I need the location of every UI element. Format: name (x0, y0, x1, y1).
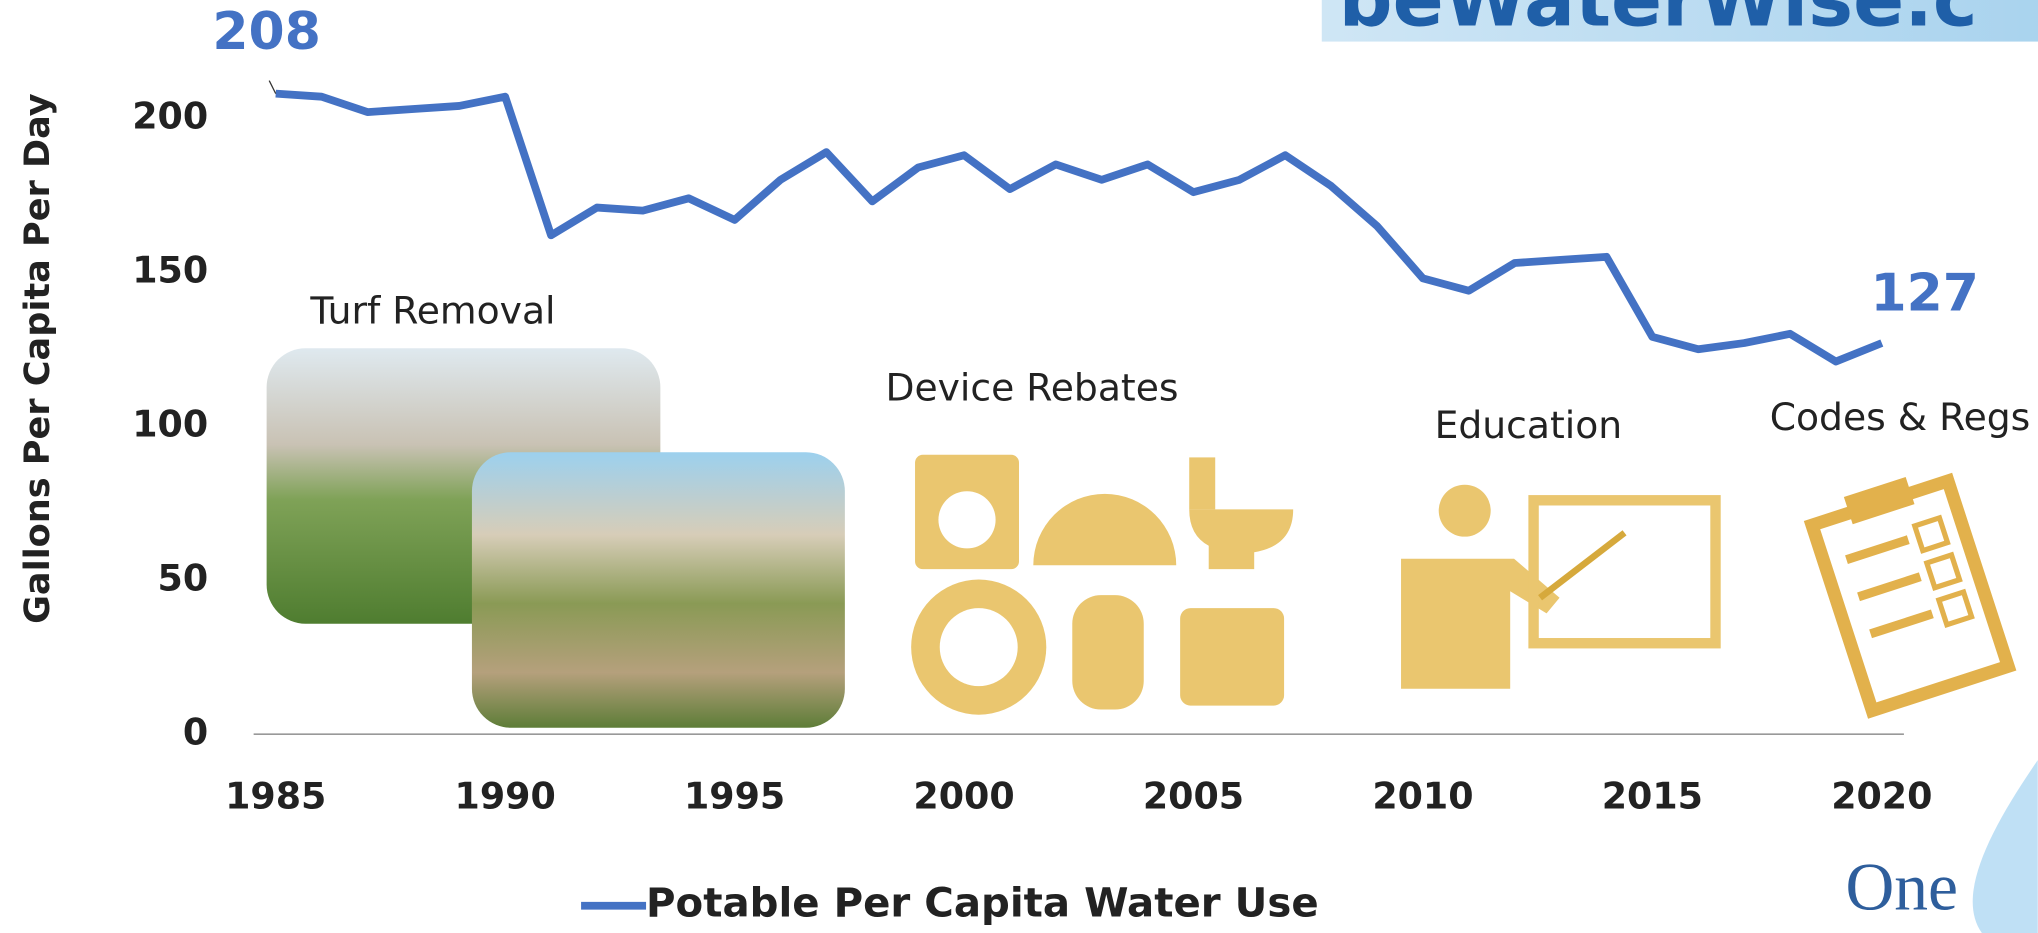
logo-text: beWaterWise.c (1339, 0, 1978, 44)
x-tick-label: 1985 (225, 774, 326, 817)
callout-leader (268, 80, 277, 94)
x-tick-label: 2020 (1831, 774, 1932, 817)
education-icon (1401, 484, 1721, 689)
water-drop (1972, 760, 2038, 933)
x-tick-label: 1990 (455, 774, 556, 817)
y-tick-label: 50 (158, 557, 209, 600)
annotation: Device Rebates (885, 365, 1178, 409)
landscape-photo (471, 452, 845, 728)
x-tick-label: 2005 (1143, 774, 1244, 817)
annotation: Education (1435, 403, 1623, 447)
y-axis-title: Gallons Per Capita Per Day (17, 93, 58, 624)
y-tick-label: 0 (183, 711, 208, 754)
legend-label: Potable Per Capita Water Use (646, 881, 1319, 927)
x-tick-label: 2010 (1372, 774, 1473, 817)
data-label: 127 (1870, 263, 1978, 323)
data-label: 208 (212, 2, 320, 62)
logo-banner (1321, 0, 2038, 42)
logo-one: One (1845, 850, 1958, 925)
x-tick-label: 1995 (684, 774, 785, 817)
data-line (275, 89, 1884, 366)
y-tick-label: 200 (132, 95, 208, 138)
device-icons (911, 454, 1294, 715)
x-tick-label: 2000 (913, 774, 1014, 817)
annotation: Turf Removal (309, 289, 555, 333)
annotation: Codes & Regs (1770, 395, 2031, 439)
x-tick-label: 2015 (1602, 774, 1703, 817)
y-tick-label: 100 (132, 403, 208, 446)
codes-icon (1803, 472, 2017, 719)
y-tick-label: 150 (132, 249, 208, 292)
